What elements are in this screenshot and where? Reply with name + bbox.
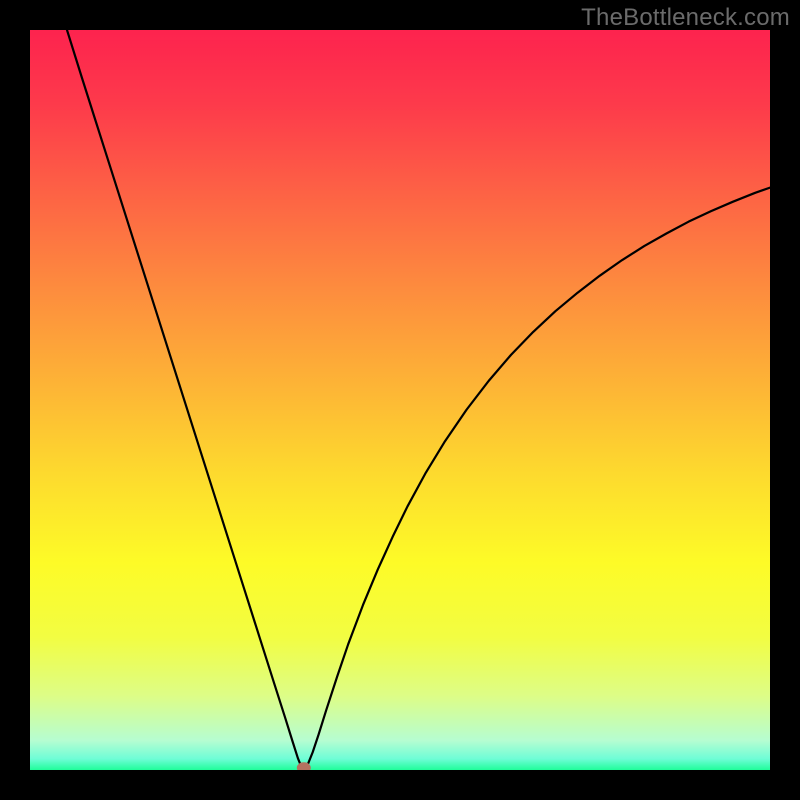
outer-frame: TheBottleneck.com [0,0,800,800]
chart-overlay [30,30,770,770]
watermark-text: TheBottleneck.com [581,4,790,32]
bottleneck-curve [67,30,770,770]
plot-area [30,30,770,770]
